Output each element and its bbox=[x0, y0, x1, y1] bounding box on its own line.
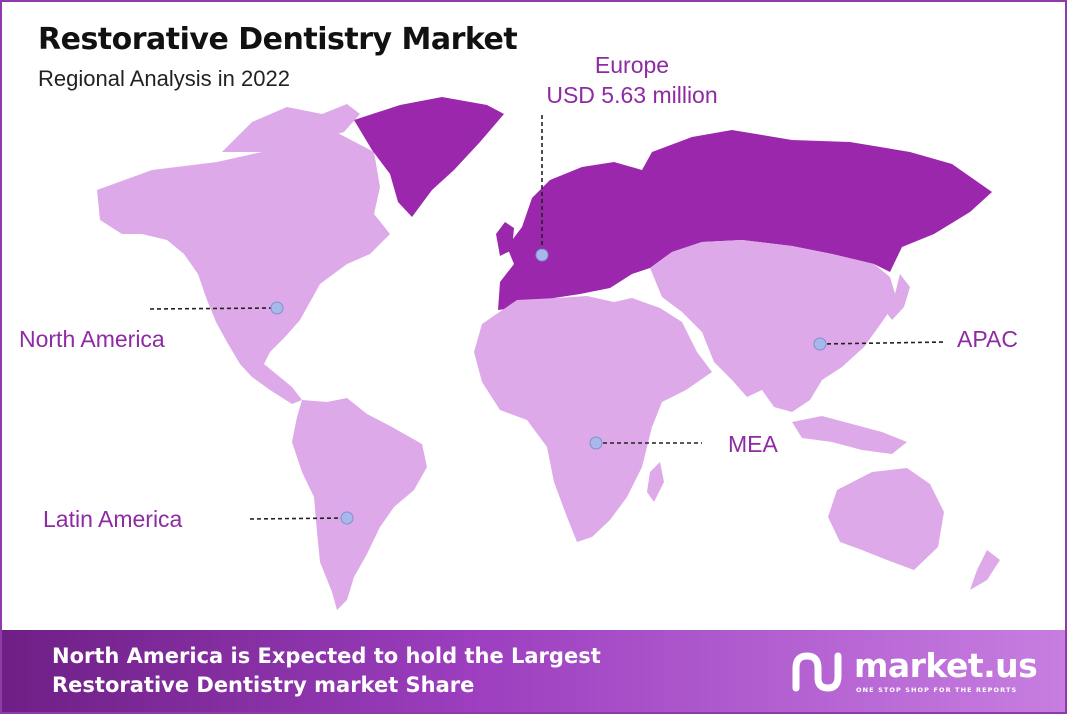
region-north-america bbox=[97, 130, 390, 404]
region-label-north-america: North America bbox=[19, 326, 165, 352]
leader-line-apac bbox=[819, 341, 947, 345]
marker-mea bbox=[589, 436, 603, 450]
marker-europe bbox=[535, 248, 549, 262]
region-label-mea: MEA bbox=[728, 431, 778, 457]
region-new-zealand bbox=[970, 550, 1000, 590]
region-mea bbox=[474, 296, 712, 542]
region-latin-america bbox=[292, 398, 427, 610]
marker-apac bbox=[813, 337, 827, 351]
region-label-apac: APAC bbox=[957, 326, 1018, 352]
region-label-europe: Europe bbox=[594, 52, 670, 78]
world-map bbox=[97, 97, 1000, 610]
europe-callout: Europe USD 5.63 million bbox=[522, 50, 742, 110]
region-japan bbox=[886, 274, 910, 320]
leader-line-north-america bbox=[149, 307, 277, 310]
region-uk bbox=[496, 222, 514, 256]
marker-north-america bbox=[270, 301, 284, 315]
brand-tagline: ONE STOP SHOP FOR THE REPORTS bbox=[856, 686, 1018, 694]
region-southeast-asia-islands bbox=[792, 416, 907, 454]
region-australia bbox=[828, 468, 944, 570]
region-europe bbox=[498, 130, 992, 310]
region-arctic-islands bbox=[222, 104, 360, 152]
footer-banner: North America is Expected to hold the La… bbox=[2, 630, 1065, 712]
page-subtitle: Regional Analysis in 2022 bbox=[38, 66, 290, 91]
region-apac bbox=[650, 240, 897, 412]
footer-line-2: Restorative Dentistry market Share bbox=[52, 673, 475, 697]
region-label-latin-america: Latin America bbox=[43, 506, 183, 532]
market-us-logo-icon bbox=[792, 652, 842, 692]
brand-block: market.us ONE STOP SHOP FOR THE REPORTS bbox=[790, 646, 1060, 702]
region-greenland bbox=[354, 97, 504, 217]
page-title: Restorative Dentistry Market bbox=[38, 22, 518, 57]
region-value-europe: USD 5.63 million bbox=[546, 82, 718, 108]
leader-line-latin-america bbox=[249, 517, 347, 520]
footer-statement: North America is Expected to hold the La… bbox=[52, 642, 601, 700]
brand-name: market.us bbox=[854, 646, 1038, 685]
footer-line-1: North America is Expected to hold the La… bbox=[52, 644, 601, 668]
marker-latin-america bbox=[340, 511, 354, 525]
region-madagascar bbox=[647, 462, 664, 502]
